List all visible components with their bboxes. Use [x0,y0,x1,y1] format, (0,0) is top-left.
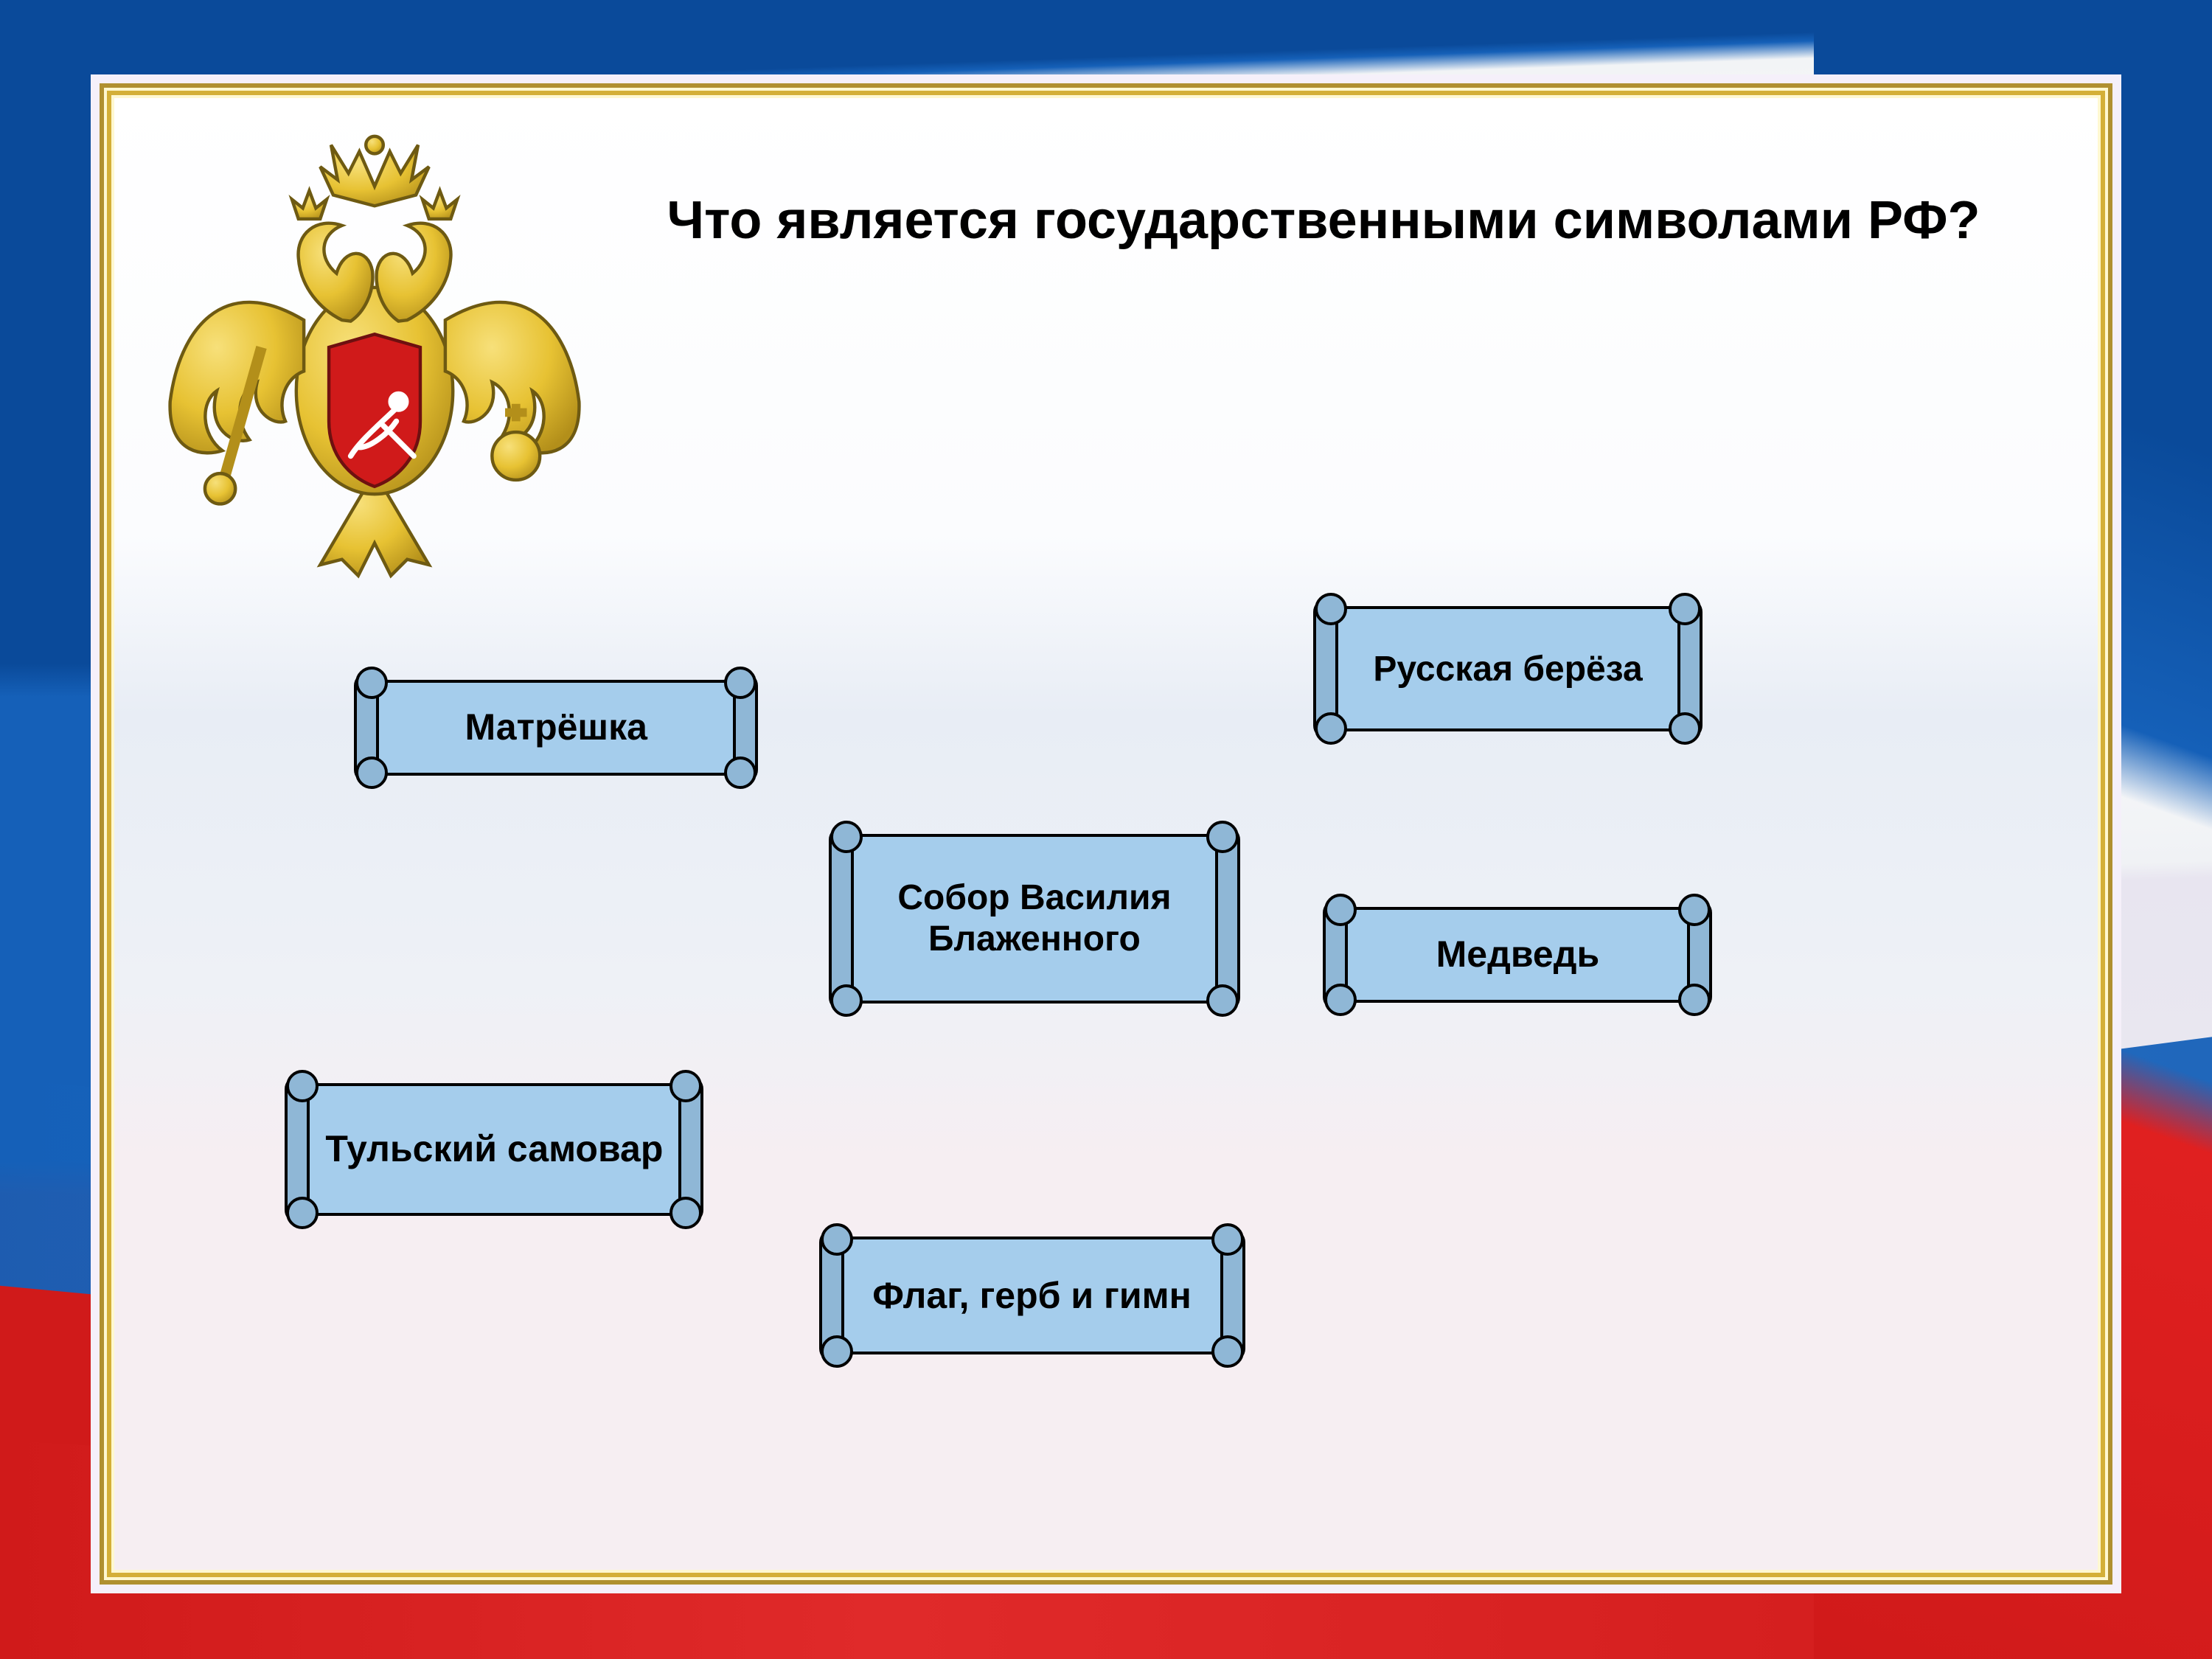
answer-matryoshka[interactable]: Матрёшка [364,680,748,776]
scroll-curl-br [1678,984,1711,1016]
scroll-curl-tl [286,1070,319,1102]
answer-bear[interactable]: Медведь [1333,907,1702,1003]
scroll-curl-bl [355,757,388,789]
flag-left-stripe [0,0,111,1659]
coat-of-arms-icon [157,130,592,591]
answer-label: Медведь [1436,933,1600,976]
scroll-curl-br [1211,1335,1244,1368]
scroll-curl-br [1669,712,1701,745]
scroll-roll-left [829,827,854,1011]
scroll-curl-tl [1324,894,1357,926]
scroll-roll-right [1215,827,1240,1011]
slide-title: Что является государственными символами … [631,189,2015,252]
scroll-curl-bl [1315,712,1347,745]
answer-label: Русская берёза [1373,649,1642,689]
answer-tula-samovar[interactable]: Тульский самовар [295,1083,693,1216]
scroll-curl-br [724,757,757,789]
answer-flag-coat-anthem[interactable]: Флаг, герб и гимн [830,1237,1235,1354]
content-panel: Что является государственными символами … [100,83,2112,1585]
answer-body: Флаг, герб и гимн [830,1237,1235,1354]
answer-body: Тульский самовар [295,1083,693,1216]
scroll-curl-tl [821,1223,853,1256]
answer-label: Тульский самовар [325,1128,663,1171]
scroll-curl-br [1206,984,1239,1017]
scroll-curl-bl [830,984,863,1017]
answer-body: Матрёшка [364,680,748,776]
scroll-curl-tr [1211,1223,1244,1256]
answer-body: Русская берёза [1324,606,1692,731]
scroll-curl-tl [1315,593,1347,625]
answer-label: Матрёшка [465,706,647,749]
scroll-curl-bl [821,1335,853,1368]
answer-body: Собор Василия Блаженного [839,834,1230,1004]
scroll-curl-tl [355,667,388,699]
scroll-curl-tr [669,1070,702,1102]
scroll-curl-bl [286,1197,319,1229]
scroll-curl-tl [830,821,863,853]
scroll-curl-bl [1324,984,1357,1016]
answer-label: Собор Василия Блаженного [857,877,1212,959]
answer-label: Флаг, герб и гимн [872,1275,1192,1318]
scroll-curl-tr [1206,821,1239,853]
answer-body: Медведь [1333,907,1702,1003]
scroll-curl-br [669,1197,702,1229]
scroll-curl-tr [724,667,757,699]
answer-st-basil[interactable]: Собор Василия Блаженного [839,834,1230,1004]
answer-russian-birch[interactable]: Русская берёза [1324,606,1692,731]
